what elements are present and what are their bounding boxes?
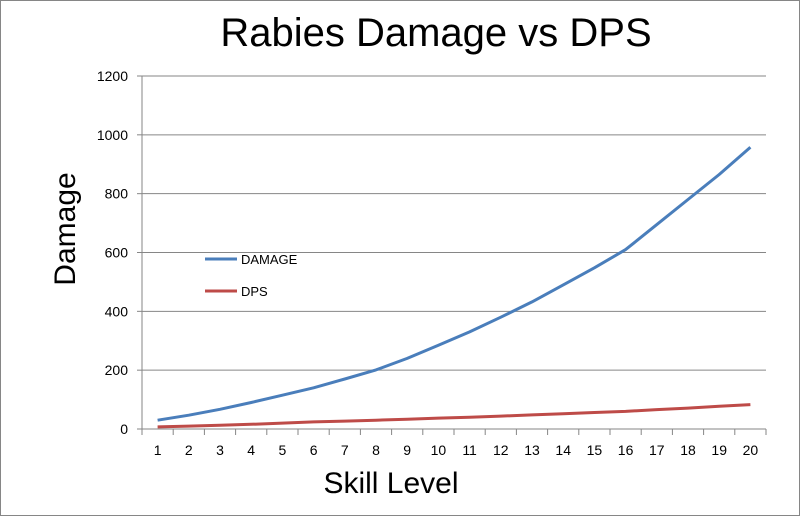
x-tick-label: 10 [431, 442, 447, 458]
x-tick-label: 4 [247, 442, 255, 458]
series-line-dps [158, 405, 751, 427]
x-tick-label: 2 [185, 442, 193, 458]
y-tick-label: 0 [120, 421, 128, 437]
x-tick-label: 1 [154, 442, 162, 458]
x-tick-label: 17 [649, 442, 665, 458]
x-tick-label: 11 [462, 442, 477, 458]
x-tick-label: 18 [680, 442, 696, 458]
y-tick-label: 800 [105, 186, 129, 202]
x-tick-label: 8 [372, 442, 380, 458]
y-tick-label: 400 [105, 303, 129, 319]
x-tick-label: 6 [310, 442, 318, 458]
y-tick-label: 600 [105, 245, 129, 261]
x-tick-label: 16 [618, 442, 634, 458]
x-tick-label: 14 [555, 442, 571, 458]
x-tick-label: 12 [493, 442, 509, 458]
x-tick-label: 19 [711, 442, 727, 458]
y-tick-label: 1200 [97, 68, 128, 84]
y-tick-label: 1000 [97, 127, 128, 143]
legend-label: DAMAGE [241, 252, 298, 267]
x-tick-label: 3 [216, 442, 224, 458]
legend-label: DPS [241, 284, 268, 299]
x-tick-label: 5 [279, 442, 287, 458]
x-tick-label: 9 [403, 442, 411, 458]
x-tick-label: 7 [341, 442, 349, 458]
x-tick-label: 20 [743, 442, 759, 458]
x-tick-label: 13 [524, 442, 540, 458]
y-tick-label: 200 [105, 362, 129, 378]
x-tick-label: 15 [587, 442, 603, 458]
